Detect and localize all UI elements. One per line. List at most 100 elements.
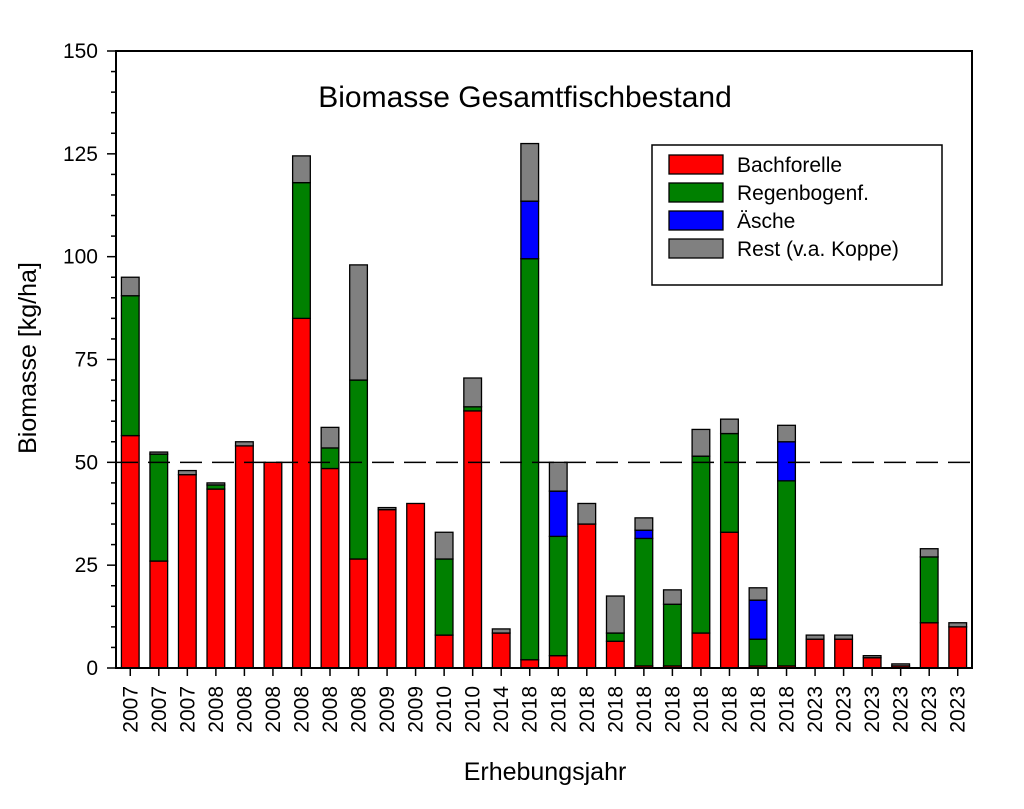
legend-label: Bachforelle bbox=[737, 154, 842, 177]
bar-segment-24-series-0 bbox=[805, 638, 825, 669]
y-tick-label: 50 bbox=[75, 451, 98, 474]
bar-segment-14-series-2 bbox=[520, 200, 540, 260]
bar-segment-21-series-3 bbox=[719, 418, 739, 435]
legend-swatch bbox=[668, 238, 724, 259]
bar-segment-1-series-1 bbox=[149, 453, 169, 562]
x-tick-label: 2007 bbox=[119, 686, 142, 733]
bar-segment-5-series-0 bbox=[263, 461, 283, 669]
x-tick-label: 2009 bbox=[405, 686, 428, 733]
bar-segment-12-series-0 bbox=[463, 410, 483, 669]
bar-segment-20-series-3 bbox=[691, 428, 711, 457]
bar-segment-19-series-3 bbox=[662, 589, 682, 605]
x-tick-label: 2010 bbox=[433, 686, 456, 733]
x-tick-label: 2023 bbox=[918, 686, 941, 733]
bar-segment-22-series-3 bbox=[748, 587, 768, 601]
x-tick-label: 2018 bbox=[633, 686, 656, 733]
x-tick-label: 2008 bbox=[262, 686, 285, 733]
bar-segment-8-series-3 bbox=[349, 264, 369, 381]
bar-segment-11-series-3 bbox=[434, 531, 454, 560]
y-tick-label: 25 bbox=[75, 554, 98, 577]
bar-segment-21-series-1 bbox=[719, 432, 739, 533]
bar-segment-1-series-0 bbox=[149, 560, 169, 669]
bar-segment-4-series-0 bbox=[234, 445, 254, 669]
x-tick-label: 2018 bbox=[776, 686, 799, 733]
bar-segment-14-series-1 bbox=[520, 258, 540, 661]
x-tick-label: 2023 bbox=[890, 686, 913, 733]
x-tick-label: 2023 bbox=[804, 686, 827, 733]
bar-segment-17-series-3 bbox=[605, 595, 625, 634]
bar-segment-9-series-0 bbox=[377, 508, 397, 669]
bar-segment-7-series-0 bbox=[320, 467, 340, 669]
bar-segment-13-series-0 bbox=[491, 632, 511, 669]
bar-segment-6-series-3 bbox=[291, 155, 311, 184]
x-tick-label: 2018 bbox=[747, 686, 770, 733]
bar-segment-1-series-3 bbox=[149, 451, 169, 455]
y-tick-label: 125 bbox=[63, 143, 98, 166]
bar-segment-17-series-1 bbox=[605, 632, 625, 642]
bar-segment-22-series-1 bbox=[748, 638, 768, 667]
legend-swatch bbox=[668, 154, 724, 175]
bar-segment-28-series-1 bbox=[919, 556, 939, 624]
x-axis-label: Erhebungsjahr bbox=[464, 758, 627, 786]
x-tick-label: 2018 bbox=[576, 686, 599, 733]
x-tick-label: 2008 bbox=[348, 686, 371, 733]
legend-label: Rest (v.a. Koppe) bbox=[737, 238, 899, 261]
x-tick-label: 2023 bbox=[833, 686, 856, 733]
y-axis: 0 25 50 75 100 125 150 bbox=[63, 40, 116, 680]
bar-segment-28-series-3 bbox=[919, 548, 939, 558]
x-tick-label: 2008 bbox=[290, 686, 313, 733]
y-axis-label: Biomasse [kg/ha] bbox=[14, 262, 42, 454]
chart-title: Biomasse Gesamtfischbestand bbox=[318, 81, 732, 114]
bar-segment-20-series-1 bbox=[691, 455, 711, 634]
y-tick-label: 75 bbox=[75, 349, 98, 372]
bars-group bbox=[120, 142, 968, 669]
bar-segment-4-series-3 bbox=[234, 441, 254, 447]
bar-segment-15-series-3 bbox=[548, 461, 568, 492]
y-tick-label: 100 bbox=[63, 246, 98, 269]
x-tick-label: 2009 bbox=[376, 686, 399, 733]
x-tick-label: 2008 bbox=[233, 686, 256, 733]
bar-segment-23-series-3 bbox=[777, 424, 797, 443]
legend-label: Regenbogenf. bbox=[737, 182, 869, 205]
legend-swatch bbox=[668, 210, 724, 231]
legend: Bachforelle Regenbogenf. Äsche Rest (v.a. K… bbox=[651, 144, 943, 286]
bar-segment-28-series-0 bbox=[919, 622, 939, 669]
bar-segment-15-series-2 bbox=[548, 490, 568, 538]
bar-segment-27-series-3 bbox=[891, 663, 911, 667]
bar-segment-24-series-3 bbox=[805, 634, 825, 640]
bar-segment-29-series-0 bbox=[948, 626, 968, 669]
bar-segment-6-series-0 bbox=[291, 317, 311, 669]
x-tick-label: 2008 bbox=[205, 686, 228, 733]
x-tick-label: 2023 bbox=[861, 686, 884, 733]
bar-segment-8-series-1 bbox=[349, 379, 369, 560]
bar-segment-12-series-3 bbox=[463, 377, 483, 408]
bar-segment-29-series-3 bbox=[948, 622, 968, 628]
x-tick-label: 2018 bbox=[604, 686, 627, 733]
x-axis: 2007 2007 2007 2008 2008 2008 2008 2008 2008 2009… bbox=[119, 668, 970, 733]
bar-segment-25-series-3 bbox=[834, 634, 854, 640]
bar-segment-2-series-0 bbox=[177, 474, 197, 669]
bar-segment-16-series-0 bbox=[577, 523, 597, 669]
x-tick-label: 2014 bbox=[490, 686, 513, 733]
bar-segment-23-series-2 bbox=[777, 441, 797, 482]
bar-segment-22-series-2 bbox=[748, 599, 768, 640]
x-tick-label: 2010 bbox=[462, 686, 485, 733]
bar-segment-21-series-0 bbox=[719, 531, 739, 669]
bar-segment-18-series-3 bbox=[634, 517, 654, 531]
y-tick-label: 150 bbox=[63, 40, 98, 63]
y-tick-label: 0 bbox=[86, 657, 98, 680]
bar-segment-19-series-1 bbox=[662, 603, 682, 667]
bar-segment-26-series-3 bbox=[862, 655, 882, 659]
bar-segment-18-series-1 bbox=[634, 537, 654, 667]
bar-segment-11-series-0 bbox=[434, 634, 454, 669]
bar-segment-3-series-0 bbox=[206, 488, 226, 669]
bar-segment-18-series-2 bbox=[634, 529, 654, 540]
bar-segment-10-series-0 bbox=[406, 502, 426, 669]
bar-segment-26-series-0 bbox=[862, 657, 882, 669]
bar-segment-8-series-0 bbox=[349, 558, 369, 669]
bar-segment-0-series-1 bbox=[120, 295, 140, 437]
bar-segment-9-series-3 bbox=[377, 506, 397, 511]
bar-segment-14-series-0 bbox=[520, 659, 540, 669]
bar-segment-11-series-1 bbox=[434, 558, 454, 636]
bar-segment-0-series-3 bbox=[120, 276, 140, 297]
